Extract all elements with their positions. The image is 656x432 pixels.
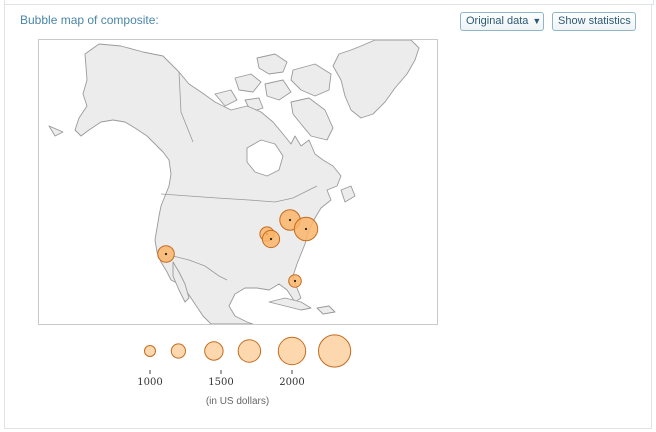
data-mode-label: Original data [466,15,529,27]
data-mode-select[interactable]: Original data ▼ [460,12,544,31]
bubble-center-dot [269,237,273,241]
panel-border-right [651,4,652,428]
legend-bubble-2300 [318,334,352,368]
size-legend: 1000 1500 2000 (in US dollars) [130,332,370,422]
legend-bubble-1000 [144,345,156,357]
baja-peninsula [172,261,190,303]
map-canvas [48,40,420,324]
legend-tick-label: 1000 [137,377,162,388]
hudson-bay [246,139,284,177]
legend-tick-label: 1500 [208,377,233,388]
baffin-island [290,97,334,141]
legend-tick-label: 2000 [279,377,304,388]
legend-bubble-1700 [237,339,262,363]
bubble-map[interactable] [38,39,438,325]
aleutian-islands [48,125,64,137]
bubble-center-dot [288,218,292,222]
newfoundland-island [340,185,356,203]
arctic-island-4 [264,79,292,101]
us-mexico-border [172,255,228,281]
legend-bubble-1450 [204,341,224,361]
arctic-island-1 [256,53,288,75]
north-america-landmass [74,43,342,324]
panel-border-left [4,4,5,428]
cuba-island [268,297,312,311]
alaska-border [178,71,194,143]
arctic-island-5 [214,89,238,107]
panel-border-bottom [4,428,652,429]
us-canada-border [160,185,318,203]
legend-bubble-2000 [277,336,307,366]
arctic-island-2 [290,63,332,97]
bubble-center-dot [293,279,297,283]
bubble-center-dot [164,252,168,256]
chevron-down-icon: ▼ [532,16,542,26]
panel-title: Bubble map of composite: [20,13,159,27]
hispaniola-island [316,305,336,315]
legend-units: (in US dollars) [205,396,270,407]
panel-frame-top [4,0,654,5]
bubble-center-dot [304,227,308,231]
arctic-island-3 [234,73,262,93]
greenland-landmass [332,40,420,119]
show-statistics-button[interactable]: Show statistics [552,12,636,31]
legend-bubble-1200 [170,343,187,359]
legend-canvas: 1000 1500 2000 [137,334,352,388]
